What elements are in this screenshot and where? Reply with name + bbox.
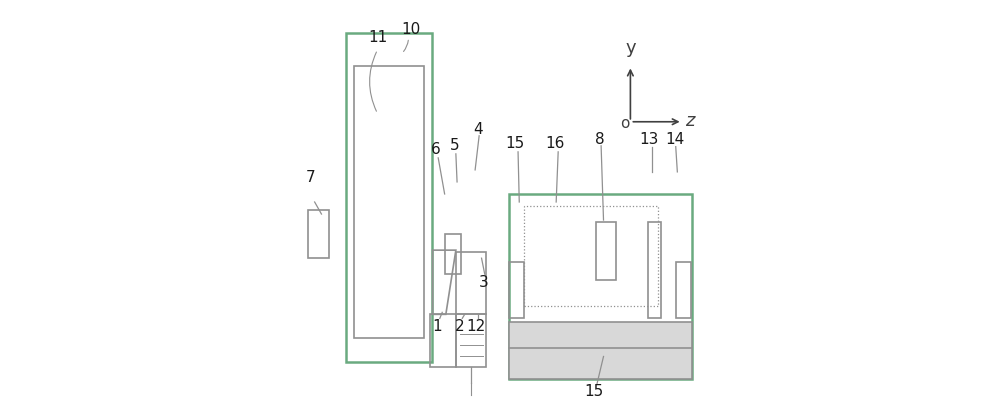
Text: y: y [625, 38, 636, 57]
Text: 4: 4 [473, 122, 483, 137]
Text: 3: 3 [479, 275, 489, 290]
Text: 14: 14 [665, 133, 684, 147]
Text: 11: 11 [368, 30, 387, 45]
Bar [456, 252, 486, 314]
Bar [445, 234, 461, 274]
Text: 2: 2 [455, 319, 465, 334]
Text: 15: 15 [505, 136, 524, 152]
Text: 7: 7 [305, 170, 315, 185]
Bar [346, 34, 432, 362]
Text: 8: 8 [595, 133, 604, 147]
Text: z: z [685, 112, 695, 130]
Bar [509, 322, 692, 379]
Text: 5: 5 [450, 138, 460, 154]
Text: 1: 1 [433, 319, 442, 334]
Text: 6: 6 [431, 142, 441, 157]
Text: 12: 12 [466, 319, 486, 334]
Text: 10: 10 [401, 22, 421, 37]
Bar [676, 262, 691, 318]
Bar [456, 314, 486, 366]
Bar [524, 206, 658, 306]
Bar [430, 314, 456, 366]
Bar [596, 222, 616, 280]
Text: 15: 15 [585, 384, 604, 399]
Bar [509, 262, 524, 318]
Text: o: o [620, 116, 630, 131]
Bar [308, 210, 329, 258]
Bar [648, 222, 661, 318]
Bar [509, 194, 692, 379]
Text: 16: 16 [546, 136, 565, 152]
Text: 13: 13 [640, 133, 659, 147]
Bar [354, 65, 424, 339]
